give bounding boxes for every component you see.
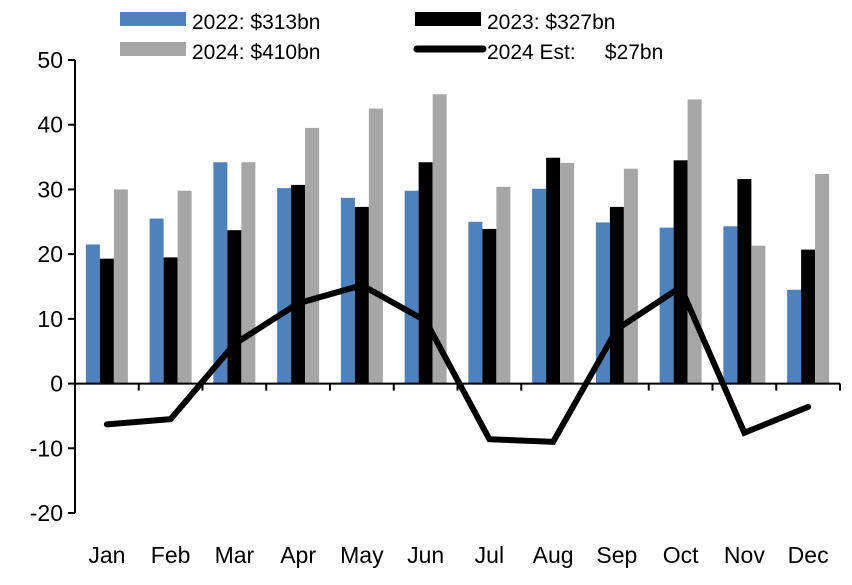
bar-dec-3	[815, 174, 829, 384]
legend-label: 2023: $327bn	[487, 11, 615, 34]
bar-nov-3	[751, 246, 765, 384]
bar-apr-1	[277, 188, 291, 383]
x-tick-label: Apr	[280, 542, 316, 568]
bar-sep-2	[610, 207, 624, 384]
bar-feb-2	[164, 257, 178, 383]
bar-dec-1	[787, 290, 801, 384]
legend-swatch	[415, 12, 481, 26]
legend-label: 2024 Est: $27bn	[487, 41, 663, 64]
bar-jul-3	[496, 187, 510, 384]
y-tick-label: -10	[30, 435, 63, 461]
x-tick-label: Feb	[151, 542, 191, 568]
bar-jul-2	[482, 229, 496, 384]
bar-oct-3	[688, 99, 702, 383]
bar-may-2	[355, 207, 369, 384]
x-tick-label: Sep	[596, 542, 637, 568]
bar-apr-2	[291, 185, 305, 384]
bar-jan-3	[114, 189, 128, 383]
bars	[86, 94, 829, 383]
legend-label: 2022: $313bn	[192, 11, 320, 34]
x-tick-label: Oct	[663, 542, 699, 568]
y-tick-label: 10	[37, 306, 63, 332]
x-tick-label: May	[340, 542, 384, 568]
x-tick-label: Nov	[724, 542, 765, 568]
legend: 2022: $313bn 2023: $327bn 2024: $410bn 2024…	[120, 11, 663, 64]
bar-dec-2	[801, 250, 815, 384]
bar-aug-1	[532, 189, 546, 384]
legend-swatch	[120, 12, 186, 26]
bar-may-3	[369, 109, 383, 384]
bar-aug-3	[560, 163, 574, 384]
x-tick-label: Jul	[475, 542, 504, 568]
y-tick-label: 20	[37, 241, 63, 267]
bar-jul-1	[468, 222, 482, 384]
bar-oct-2	[674, 160, 688, 383]
bar-sep-3	[624, 169, 638, 384]
y-tick-label: 30	[37, 176, 63, 202]
bar-jan-2	[100, 259, 114, 384]
y-tick-label: 50	[37, 47, 63, 73]
x-tick-label: Jan	[88, 542, 125, 568]
y-tick-label: 0	[50, 371, 63, 397]
line-2024-est	[107, 285, 808, 442]
y-tick-label: -20	[30, 500, 63, 526]
bar-jun-2	[419, 162, 433, 383]
bar-oct-1	[660, 228, 674, 384]
x-tick-label: Dec	[788, 542, 829, 568]
bar-feb-1	[150, 219, 164, 384]
bar-apr-3	[305, 128, 319, 384]
y-tick-label: 40	[37, 112, 63, 138]
y-axis: 50 40 30 20 10 0 -10 -20	[30, 47, 75, 526]
x-tick-label: Aug	[533, 542, 574, 568]
x-axis: Jan Feb Mar Apr May Jun Jul Aug Sep Oct Nov Dec	[75, 384, 840, 568]
bar-feb-3	[178, 191, 192, 384]
bar-jan-1	[86, 244, 100, 383]
bar-jun-1	[405, 191, 419, 384]
legend-swatch	[120, 42, 186, 56]
legend-label: 2024: $410bn	[192, 41, 320, 64]
x-tick-label: Jun	[407, 542, 444, 568]
bar-nov-2	[737, 179, 751, 383]
bar-aug-2	[546, 158, 560, 384]
line-series	[107, 285, 808, 442]
bar-nov-1	[723, 226, 737, 383]
bar-mar-3	[241, 162, 255, 383]
x-tick-label: Mar	[215, 542, 255, 568]
bar-mar-2	[227, 230, 241, 383]
